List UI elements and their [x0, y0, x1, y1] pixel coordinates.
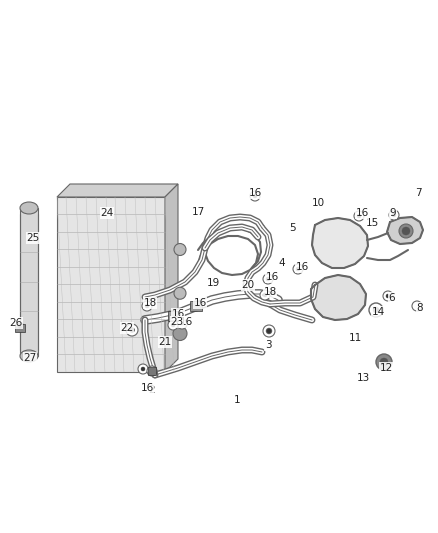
Circle shape [412, 301, 422, 311]
Bar [190, 301, 202, 311]
Circle shape [267, 329, 271, 333]
Circle shape [402, 227, 410, 235]
Circle shape [354, 211, 364, 221]
Circle shape [194, 304, 198, 308]
Text: 23: 23 [170, 317, 184, 327]
Text: 16: 16 [295, 262, 309, 272]
Bar [20, 208, 38, 356]
Circle shape [392, 213, 396, 217]
Text: 22: 22 [120, 323, 134, 333]
Text: 3: 3 [265, 340, 271, 350]
Ellipse shape [20, 350, 38, 362]
Circle shape [263, 325, 275, 337]
Text: 12: 12 [379, 363, 392, 373]
Text: 16: 16 [193, 298, 207, 308]
Circle shape [169, 311, 179, 321]
Circle shape [174, 287, 186, 299]
Circle shape [191, 301, 201, 311]
Polygon shape [165, 184, 178, 372]
Text: 16: 16 [180, 317, 193, 327]
Bar [15, 324, 25, 332]
Polygon shape [312, 218, 368, 268]
Circle shape [174, 244, 186, 255]
Text: 15: 15 [365, 218, 378, 228]
Circle shape [126, 324, 138, 336]
Circle shape [177, 319, 187, 329]
Text: 18: 18 [143, 298, 157, 308]
Text: 9: 9 [390, 208, 396, 218]
Circle shape [150, 369, 154, 373]
Text: 26: 26 [9, 318, 23, 328]
Circle shape [250, 191, 260, 201]
Text: 19: 19 [206, 278, 219, 288]
Circle shape [141, 367, 145, 371]
Circle shape [383, 291, 393, 301]
Circle shape [168, 320, 178, 330]
Circle shape [389, 210, 399, 220]
Text: 7: 7 [415, 188, 421, 198]
Text: 21: 21 [159, 337, 172, 347]
Circle shape [369, 303, 383, 317]
Circle shape [266, 328, 272, 334]
Polygon shape [311, 275, 366, 320]
Text: 16: 16 [248, 188, 261, 198]
Text: 16: 16 [355, 208, 369, 218]
Circle shape [263, 293, 267, 297]
Text: 27: 27 [23, 353, 37, 363]
Text: 6: 6 [389, 293, 396, 303]
Circle shape [172, 314, 176, 318]
Text: 13: 13 [357, 373, 370, 383]
Circle shape [263, 274, 273, 284]
Text: 25: 25 [26, 233, 39, 243]
Circle shape [171, 323, 175, 327]
Circle shape [293, 264, 303, 274]
Text: 16: 16 [140, 383, 154, 393]
Text: 24: 24 [100, 208, 113, 218]
Text: 8: 8 [417, 303, 423, 313]
Circle shape [138, 364, 148, 374]
Circle shape [147, 366, 157, 376]
Bar [168, 311, 180, 321]
Circle shape [260, 290, 270, 300]
Circle shape [145, 304, 149, 308]
Text: 10: 10 [311, 198, 325, 208]
Circle shape [357, 214, 361, 218]
Text: 5: 5 [289, 223, 295, 233]
Text: 17: 17 [191, 207, 205, 217]
Circle shape [253, 194, 257, 198]
Text: 14: 14 [371, 307, 385, 317]
Circle shape [180, 322, 184, 326]
Polygon shape [57, 184, 178, 197]
Text: 18: 18 [263, 287, 277, 297]
Circle shape [296, 267, 300, 271]
Text: 20: 20 [241, 280, 254, 290]
Circle shape [142, 301, 152, 311]
Circle shape [376, 354, 392, 370]
Polygon shape [57, 197, 165, 372]
Circle shape [18, 326, 21, 328]
Circle shape [130, 327, 134, 333]
Text: 16: 16 [265, 272, 279, 282]
Bar [148, 367, 156, 375]
Text: 4: 4 [279, 258, 285, 268]
Circle shape [373, 307, 379, 313]
Polygon shape [387, 217, 423, 244]
Text: 2: 2 [148, 385, 155, 395]
Circle shape [386, 294, 390, 298]
Circle shape [380, 358, 388, 366]
Circle shape [266, 277, 270, 281]
Circle shape [173, 327, 187, 341]
Ellipse shape [20, 202, 38, 214]
Text: 16: 16 [171, 309, 185, 319]
Circle shape [16, 323, 24, 331]
Text: 11: 11 [348, 333, 362, 343]
Text: 1: 1 [234, 395, 240, 405]
Circle shape [399, 224, 413, 238]
